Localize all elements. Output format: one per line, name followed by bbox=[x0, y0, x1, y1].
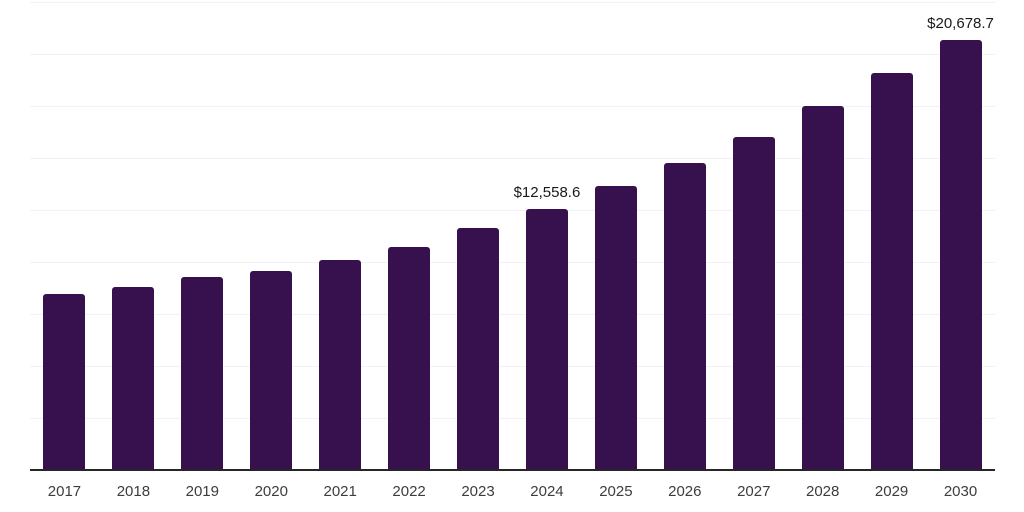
x-tick-label-2017: 2017 bbox=[47, 483, 82, 500]
bar-2021 bbox=[319, 259, 362, 470]
x-tick-label-2023: 2023 bbox=[461, 483, 495, 500]
data-label-2030: $20,678.7 bbox=[927, 14, 994, 32]
gridline bbox=[30, 158, 995, 159]
gridline bbox=[30, 418, 995, 419]
x-tick-label-2022: 2022 bbox=[392, 483, 426, 500]
bar-2023 bbox=[457, 227, 500, 470]
bar-2018 bbox=[112, 286, 155, 470]
bar-2019 bbox=[181, 276, 224, 470]
gridline bbox=[30, 54, 995, 55]
bar-2030 bbox=[939, 39, 982, 470]
x-tick-label-2020: 2020 bbox=[254, 483, 288, 500]
gridline bbox=[30, 262, 995, 263]
gridline bbox=[30, 314, 995, 315]
gridline bbox=[30, 366, 995, 367]
bar-2029 bbox=[870, 73, 913, 470]
x-tick-label-2030: 2030 bbox=[943, 483, 978, 500]
bar-2024 bbox=[525, 208, 568, 470]
x-tick-label-2028: 2028 bbox=[805, 483, 840, 500]
x-axis-line bbox=[30, 469, 995, 471]
gridline bbox=[30, 106, 995, 107]
x-tick-label-2018: 2018 bbox=[116, 483, 151, 500]
bar-2022 bbox=[388, 246, 431, 470]
x-tick-label-2029: 2029 bbox=[874, 483, 909, 500]
gridline bbox=[30, 2, 995, 3]
x-tick-label-2027: 2027 bbox=[737, 483, 771, 500]
x-tick-label-2024: 2024 bbox=[530, 483, 564, 500]
x-tick-label-2021: 2021 bbox=[323, 483, 357, 500]
bar-2026 bbox=[663, 162, 706, 470]
x-tick-label-2019: 2019 bbox=[185, 483, 219, 500]
bar-2027 bbox=[732, 136, 775, 470]
x-tick-label-2025: 2025 bbox=[599, 483, 633, 500]
bar-2020 bbox=[250, 270, 293, 470]
bar-2025 bbox=[594, 186, 637, 470]
bar-2017 bbox=[43, 293, 86, 470]
data-label-2024: $12,558.6 bbox=[513, 183, 581, 201]
gridline bbox=[30, 210, 995, 211]
x-tick-label-2026: 2026 bbox=[668, 483, 702, 500]
bar-2028 bbox=[801, 106, 844, 470]
